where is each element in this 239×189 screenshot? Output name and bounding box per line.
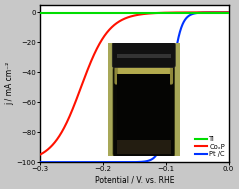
Y-axis label: j / mA cm⁻²: j / mA cm⁻²	[5, 62, 14, 105]
X-axis label: Potential / V. vs. RHE: Potential / V. vs. RHE	[95, 175, 174, 184]
Legend: Ti, CoₓP, Pt /C: Ti, CoₓP, Pt /C	[195, 136, 225, 157]
